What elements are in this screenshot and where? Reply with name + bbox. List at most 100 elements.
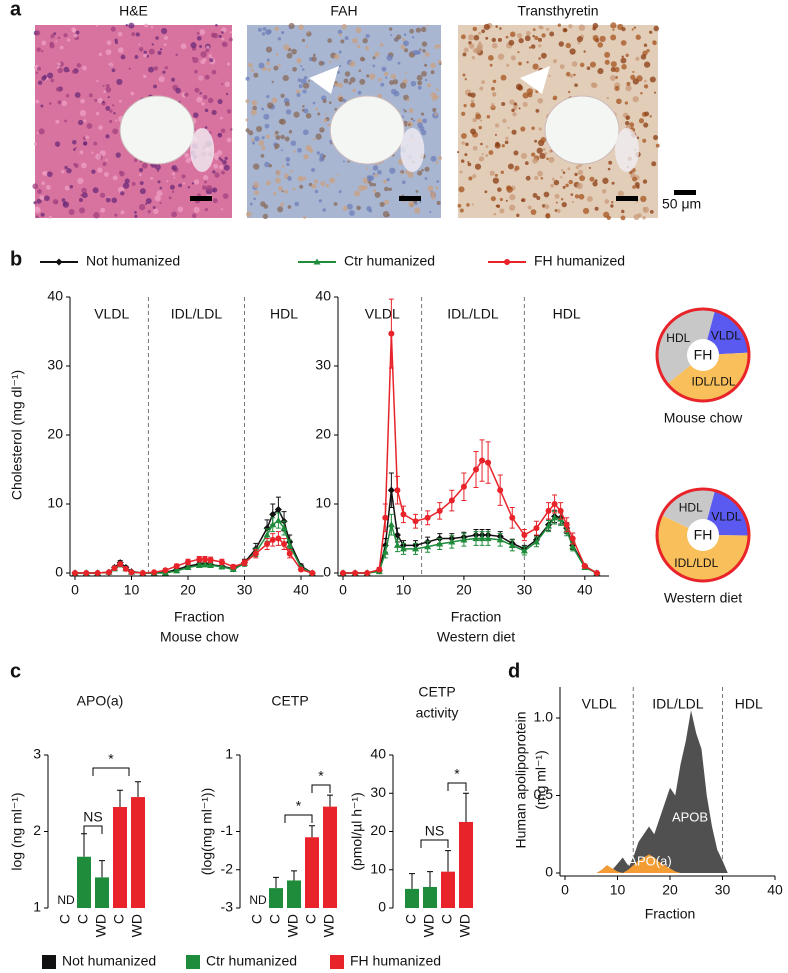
legend-label: Not humanized xyxy=(62,953,156,969)
texture xyxy=(388,187,392,192)
texture xyxy=(471,203,474,206)
texture xyxy=(287,176,292,181)
texture xyxy=(293,150,296,153)
texture xyxy=(620,57,627,64)
texture xyxy=(193,112,199,118)
texture xyxy=(404,109,407,113)
texture xyxy=(110,26,116,32)
texture xyxy=(499,208,505,214)
error-bar xyxy=(291,870,297,881)
series-line xyxy=(75,508,313,574)
texture xyxy=(562,171,566,174)
texture xyxy=(388,27,393,31)
x-axis-title: Fraction xyxy=(451,609,502,625)
texture xyxy=(434,95,437,99)
texture xyxy=(524,35,531,42)
texture xyxy=(328,101,332,105)
texture xyxy=(621,64,627,70)
texture xyxy=(438,44,442,48)
x-axis-title: Fraction xyxy=(174,609,225,625)
texture xyxy=(437,155,442,160)
marker xyxy=(274,517,282,524)
texture xyxy=(226,137,232,143)
texture xyxy=(199,45,203,49)
texture xyxy=(281,31,285,35)
texture xyxy=(579,62,585,68)
texture xyxy=(99,192,106,198)
texture xyxy=(198,75,204,81)
texture xyxy=(643,43,648,47)
texture xyxy=(435,160,439,164)
significance-label: * xyxy=(318,768,324,784)
texture xyxy=(472,174,477,179)
texture xyxy=(61,100,68,106)
texture xyxy=(251,141,256,145)
region-label: HDL xyxy=(735,696,763,712)
micrograph xyxy=(457,22,660,221)
texture xyxy=(536,195,541,201)
texture xyxy=(274,177,281,184)
texture xyxy=(122,182,130,189)
texture xyxy=(119,99,122,103)
significance-bracket xyxy=(447,782,467,791)
texture xyxy=(507,163,514,170)
y-tick-label: 20 xyxy=(315,426,331,442)
texture xyxy=(642,216,646,220)
texture xyxy=(532,28,536,32)
texture xyxy=(396,34,402,40)
marker xyxy=(274,505,282,514)
texture xyxy=(171,211,177,218)
texture xyxy=(297,175,304,182)
texture xyxy=(308,148,314,153)
texture xyxy=(574,83,578,87)
pie-slice xyxy=(667,352,749,402)
texture xyxy=(632,70,635,74)
texture xyxy=(138,203,146,211)
texture xyxy=(478,156,485,162)
texture xyxy=(318,199,322,203)
texture xyxy=(505,199,508,202)
texture xyxy=(586,66,591,71)
texture xyxy=(460,34,466,40)
texture xyxy=(546,27,550,31)
region-label: IDL/LDL xyxy=(652,696,704,712)
texture xyxy=(173,176,176,179)
texture xyxy=(524,161,529,165)
texture xyxy=(653,91,657,94)
texture xyxy=(543,191,550,198)
texture xyxy=(511,129,517,135)
texture xyxy=(39,195,45,200)
texture xyxy=(72,140,77,145)
texture xyxy=(319,156,324,162)
texture xyxy=(516,32,523,39)
y-tick-label: 10 xyxy=(370,860,386,876)
texture xyxy=(36,47,41,52)
texture xyxy=(621,27,626,32)
marker xyxy=(521,532,528,539)
texture xyxy=(597,42,604,48)
texture xyxy=(83,119,87,123)
texture xyxy=(636,185,640,189)
bar xyxy=(305,837,319,908)
texture xyxy=(249,202,253,206)
texture xyxy=(203,174,209,181)
texture xyxy=(643,79,647,83)
marker xyxy=(286,541,294,548)
marker xyxy=(381,548,389,555)
texture xyxy=(57,36,61,39)
texture xyxy=(111,197,118,204)
texture xyxy=(462,73,466,77)
marker xyxy=(472,535,480,541)
texture xyxy=(401,180,406,185)
y-axis-title: (mg ml⁻¹) xyxy=(533,750,549,810)
texture xyxy=(318,60,324,66)
texture xyxy=(200,59,206,65)
texture xyxy=(463,47,469,53)
x-tick-label: 0 xyxy=(71,582,79,598)
texture xyxy=(266,102,274,109)
texture xyxy=(509,31,516,38)
texture xyxy=(41,181,46,186)
panel-label: b xyxy=(10,248,22,270)
texture xyxy=(540,137,547,143)
texture xyxy=(204,208,208,212)
